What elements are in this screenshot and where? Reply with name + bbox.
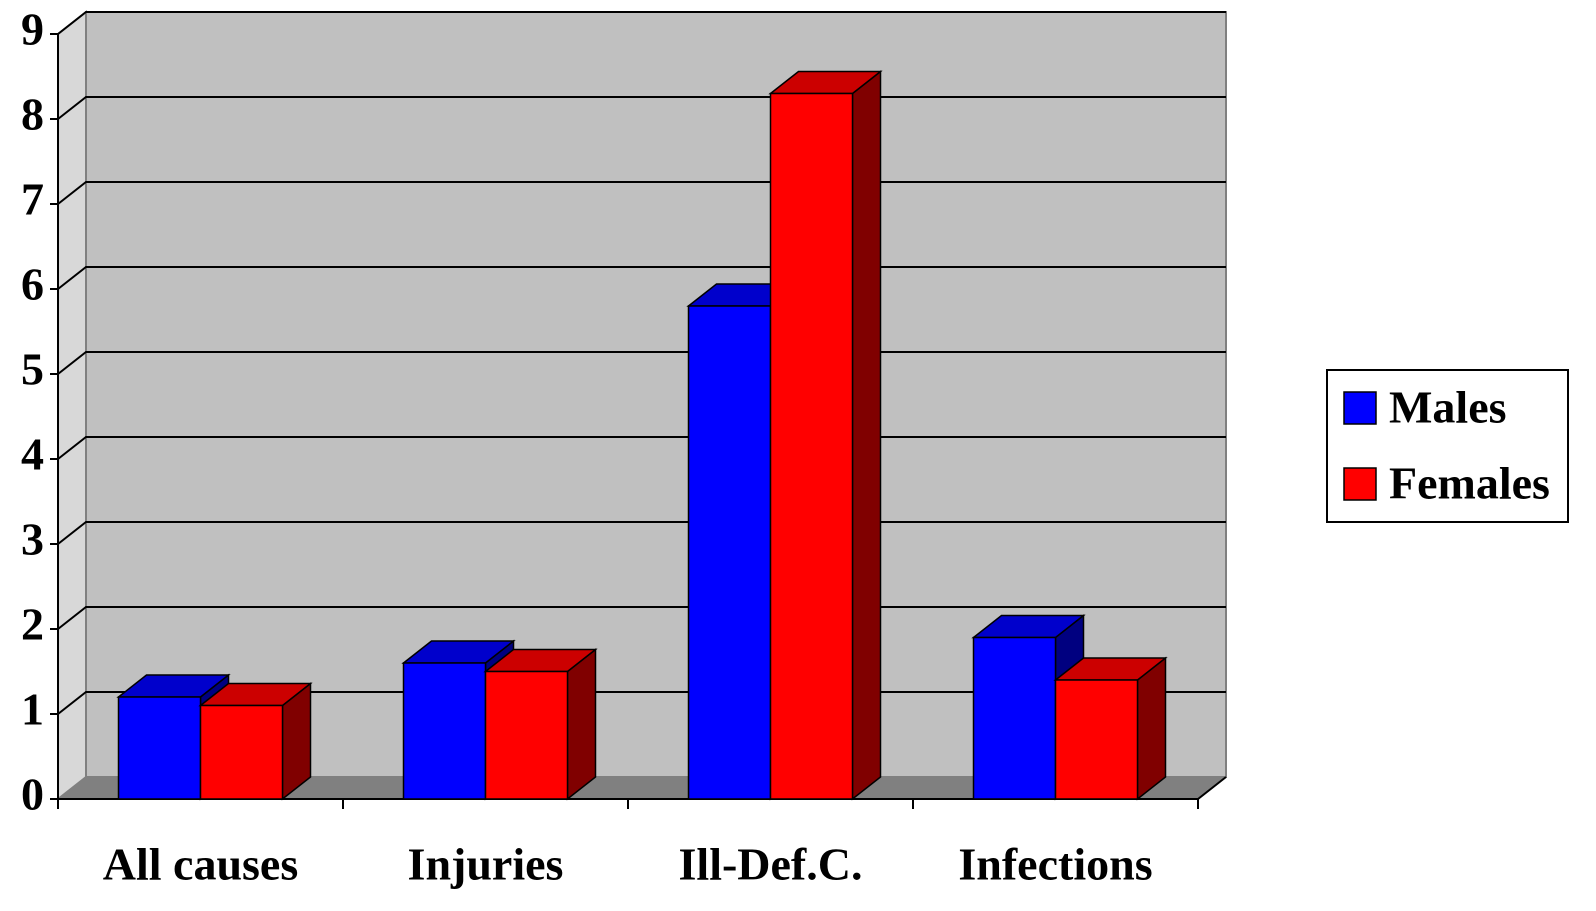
bar [402,662,487,800]
y-tick-label: 6 [21,259,44,310]
side-wall [57,9,87,802]
legend-label: Males [1389,382,1507,433]
x-tick-label: All causes [103,839,299,890]
bar-side [566,647,597,801]
bar [1054,679,1139,800]
y-tick-label: 7 [21,174,44,225]
legend-label: Females [1389,458,1550,509]
bar-side [851,69,882,801]
legend-swatch [1343,467,1377,501]
y-tick-label: 2 [21,599,44,650]
bar [769,92,854,800]
y-tick-label: 9 [21,4,44,55]
y-tick-label: 3 [21,514,44,565]
y-tick-label: 4 [21,429,44,480]
bar-side [1136,656,1167,801]
x-tick-label: Infections [958,839,1152,890]
y-tick-label: 1 [21,684,44,735]
bar [117,696,202,800]
x-tick-label: Injuries [408,839,564,890]
bar [199,704,284,800]
bar [484,670,569,800]
floor [58,777,1226,799]
grid-line [57,11,1226,35]
bar [687,305,772,800]
x-tick-label: Ill-Def.C. [679,839,863,890]
y-tick-label: 5 [21,344,44,395]
legend-swatch [1343,391,1377,425]
y-tick-label: 0 [21,769,44,820]
bar [972,636,1057,800]
y-tick-label: 8 [21,89,44,140]
